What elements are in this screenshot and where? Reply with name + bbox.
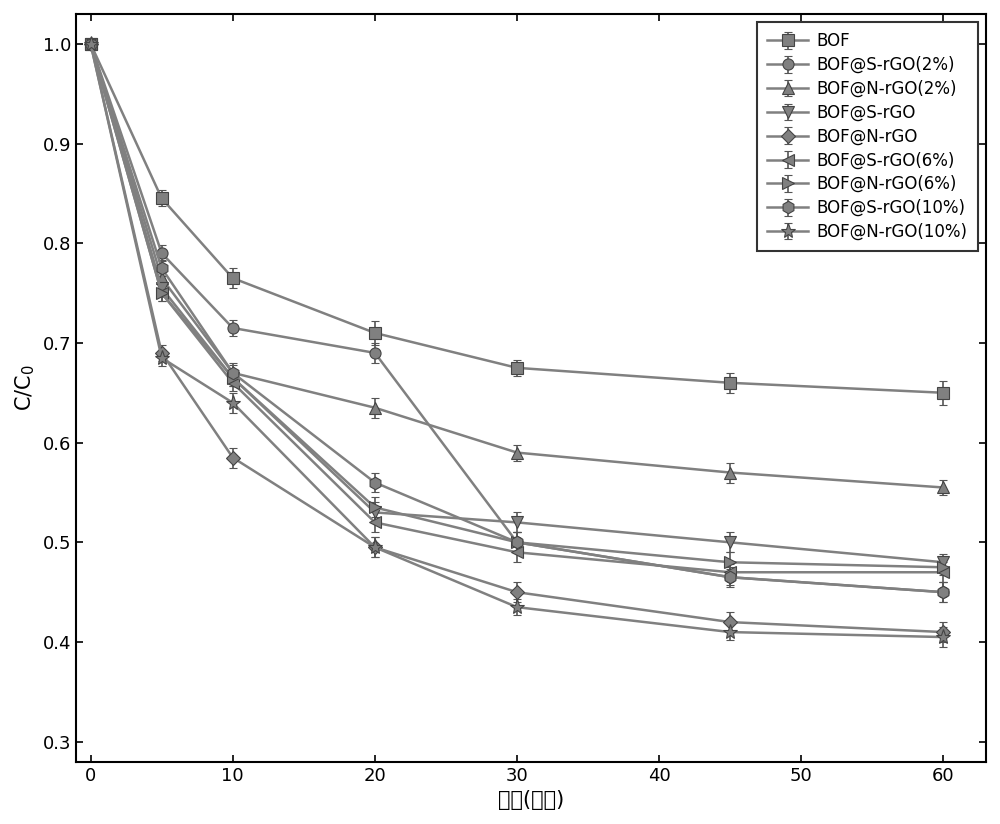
- Y-axis label: C/C$_0$: C/C$_0$: [14, 364, 37, 411]
- Legend: BOF, BOF@S-rGO(2%), BOF@N-rGO(2%), BOF@S-rGO, BOF@N-rGO, BOF@S-rGO(6%), BOF@N-rG: BOF, BOF@S-rGO(2%), BOF@N-rGO(2%), BOF@S…: [757, 22, 978, 250]
- X-axis label: 时间(分钟): 时间(分钟): [498, 790, 564, 810]
